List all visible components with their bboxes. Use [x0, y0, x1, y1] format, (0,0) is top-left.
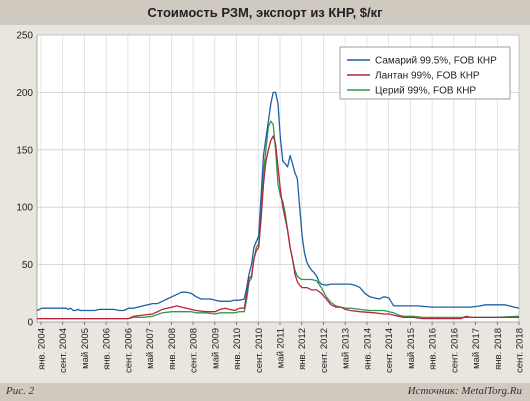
chart-frame: 0 50 100 150 200 250 янв. 2004 сент. 2004 май 2… [0, 25, 530, 383]
footer: Рис. 2 Источник: MetalTorg.Ru [0, 383, 530, 401]
x-tick-label: янв. 2006 [102, 328, 113, 370]
x-tick-label: янв. 2004 [37, 328, 48, 370]
series-group [36, 91, 520, 320]
y-tick-label: 0 [27, 318, 33, 329]
series-line [36, 91, 520, 312]
y-tick-label: 150 [16, 145, 33, 156]
x-tick-label: сент. 2010 [254, 328, 265, 373]
series-line [37, 135, 519, 320]
x-tick-label: сент. 2014 [384, 328, 395, 373]
x-tick-label: янв. 2012 [297, 328, 308, 370]
x-tick-label: сент. 2004 [58, 328, 69, 373]
y-tick-label: 100 [16, 203, 33, 214]
figure-label: Рис. 2 [6, 385, 35, 397]
x-tick-label: май 2009 [210, 328, 221, 369]
x-tick-label: янв. 2014 [362, 328, 373, 370]
x-tick-label: май 2005 [80, 328, 91, 369]
x-tick-label: сент. 2006 [123, 328, 134, 373]
x-tick-label: май 2011 [276, 328, 287, 368]
legend-label: Самарий 99.5%, FOB КНР [375, 56, 497, 67]
x-tick-label: сент. 2016 [449, 328, 460, 373]
line-chart: 0 50 100 150 200 250 янв. 2004 сент. 2004 май 2… [16, 31, 526, 374]
y-tick-label: 50 [22, 260, 34, 271]
chart-title: Стоимость РЗМ, экспорт из КНР, $/кг [0, 0, 530, 25]
y-tick-label: 200 [16, 88, 33, 99]
legend: Самарий 99.5%, FOB КНР Лантан 99%, FOB КН… [339, 46, 511, 100]
x-tick-label: май 2017 [471, 328, 482, 369]
source-note: Источник: MetalTorg.Ru [407, 385, 522, 397]
x-tick-label: май 2013 [341, 328, 352, 369]
x-tick-label: янв. 2008 [167, 328, 178, 370]
x-tick-label: янв. 2016 [428, 328, 439, 370]
x-tick-label: янв. 2018 [493, 328, 504, 370]
x-tick-label: сент. 2012 [319, 328, 330, 373]
legend-label: Церий 99%, FOB КНР [375, 86, 476, 97]
series-line [37, 120, 520, 320]
x-tick-label: май 2007 [145, 328, 156, 369]
y-axis: 0 50 100 150 200 250 [16, 31, 33, 329]
x-axis: янв. 2004 сент. 2004 май 2005 янв. 2006 сент… [37, 322, 526, 373]
legend-label: Лантан 99%, FOB КНР [375, 71, 480, 82]
x-tick-label: май 2015 [406, 328, 417, 369]
y-tick-label: 250 [16, 31, 33, 42]
x-tick-label: сент. 2018 [515, 328, 526, 373]
x-tick-label: сент. 2008 [189, 328, 200, 373]
x-tick-label: янв. 2010 [232, 328, 243, 370]
